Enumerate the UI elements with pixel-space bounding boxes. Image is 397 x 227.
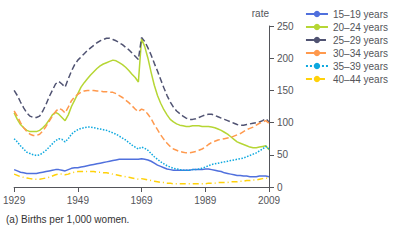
- svg-text:40–44 years: 40–44 years: [333, 74, 388, 85]
- svg-text:(a) Births per 1,000 women.: (a) Births per 1,000 women.: [6, 214, 129, 225]
- svg-text:30–34 years: 30–34 years: [333, 48, 388, 59]
- svg-text:1989: 1989: [194, 195, 217, 206]
- svg-text:1949: 1949: [67, 195, 90, 206]
- svg-text:200: 200: [277, 53, 294, 64]
- svg-text:20–24 years: 20–24 years: [333, 22, 388, 33]
- svg-text:250: 250: [277, 21, 294, 32]
- svg-text:15–19 years: 15–19 years: [333, 9, 388, 20]
- svg-text:1969: 1969: [130, 195, 153, 206]
- svg-text:150: 150: [277, 85, 294, 96]
- svg-text:50: 50: [277, 149, 289, 160]
- svg-text:100: 100: [277, 117, 294, 128]
- svg-text:1929: 1929: [3, 195, 26, 206]
- svg-text:35–39 years: 35–39 years: [333, 61, 388, 72]
- svg-text:25–29 years: 25–29 years: [333, 35, 388, 46]
- svg-text:rate: rate: [252, 8, 270, 19]
- svg-text:0: 0: [277, 182, 283, 193]
- svg-text:2009: 2009: [258, 195, 281, 206]
